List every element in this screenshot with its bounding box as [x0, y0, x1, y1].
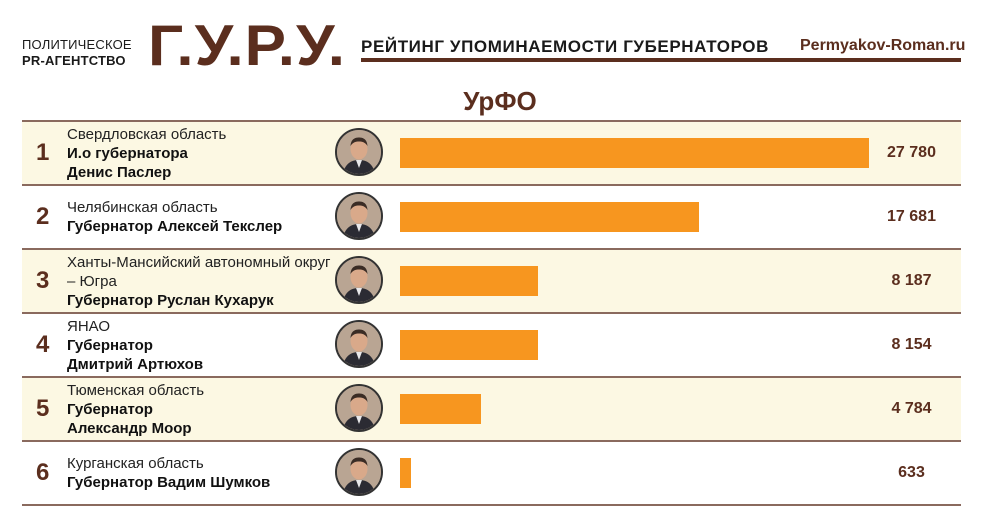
person-portrait-icon: [337, 258, 381, 302]
mention-bar: [400, 202, 699, 232]
avatar: [335, 384, 383, 432]
governor-label: Свердловская область И.о губернатора Денис…: [67, 122, 332, 184]
mention-count: 633: [898, 464, 925, 481]
agency-line-1: ПОЛИТИЧЕСКОЕ: [22, 37, 132, 52]
person-portrait-icon: [337, 130, 381, 174]
person-portrait-icon: [337, 322, 381, 366]
rank-number: 2: [36, 203, 50, 230]
avatar: [335, 256, 383, 304]
governor-title: Дмитрий Артюхов: [67, 355, 204, 373]
rank-number: 5: [36, 395, 50, 422]
mention-count: 27 780: [887, 144, 936, 161]
person-portrait-icon: [337, 386, 381, 430]
governor-title: Денис Паслер: [67, 163, 172, 181]
governor-title: Губернатор Руслан Кухарук: [67, 291, 274, 309]
avatar: [335, 128, 383, 176]
rank-number: 4: [36, 331, 50, 358]
avatar: [335, 192, 383, 240]
agency-label: ПОЛИТИЧЕСКОЕ PR-АГЕНТСТВО: [22, 37, 132, 69]
governor-title: Губернатор: [67, 400, 153, 418]
site-link[interactable]: Permyakov-Roman.ru: [800, 37, 966, 54]
logo: Г.У.Р.У.: [148, 14, 346, 78]
mention-count: 4 784: [891, 400, 932, 417]
mention-bar: [400, 138, 869, 168]
mention-count: 8 187: [891, 272, 932, 289]
table-row: 3 Ханты-Мансийский автономный округ – Югр…: [22, 250, 961, 314]
region-title: УрФО: [463, 86, 537, 116]
ranking-table: 1 Свердловская область И.о губернатора Дени…: [22, 120, 961, 506]
person-portrait-icon: [337, 194, 381, 238]
person-portrait-icon: [337, 450, 381, 494]
governor-title: Александр Моор: [67, 419, 192, 437]
rating-title: РЕЙТИНГ УПОМИНАЕМОСТИ ГУБЕРНАТОРОВ: [361, 37, 770, 56]
table-row: 4 ЯНАО Губернатор Дмитрий Артюхов 8 154: [22, 314, 961, 378]
governor-title: Губернатор Вадим Шумков: [67, 474, 271, 491]
rank-number: 3: [36, 267, 50, 294]
region-name: Ханты-Мансийский автономный округ – Югра: [67, 253, 331, 290]
governor-label: Курганская область Губернатор Вадим Шумко…: [67, 442, 332, 504]
header-divider: [361, 58, 961, 62]
governor-label: Челябинская область Губернатор Алексей Те…: [67, 186, 332, 248]
governor-label: Ханты-Мансийский автономный округ – Югра…: [67, 250, 332, 312]
region-name: Челябинская область: [67, 199, 218, 216]
region-name: Курганская область: [67, 455, 204, 472]
mention-bar: [400, 458, 411, 488]
mention-bar: [400, 330, 538, 360]
mention-count: 8 154: [891, 336, 932, 353]
avatar: [335, 320, 383, 368]
governor-title: Губернатор Алексей Текслер: [67, 218, 283, 235]
agency-line-2: PR-АГЕНТСТВО: [22, 53, 126, 68]
region-name: Тюменская область: [67, 381, 205, 399]
governor-label: ЯНАО Губернатор Дмитрий Артюхов: [67, 314, 332, 376]
table-row: 5 Тюменская область Губернатор Александр Мо…: [22, 378, 961, 442]
rank-number: 1: [36, 139, 50, 166]
governor-title: Губернатор: [67, 336, 153, 354]
avatar: [335, 448, 383, 496]
governor-label: Тюменская область Губернатор Александр Моо…: [67, 378, 332, 440]
mention-count: 17 681: [887, 208, 936, 225]
region-name: Свердловская область: [67, 125, 227, 143]
mention-bar: [400, 394, 481, 424]
table-row: 2 Челябинская область Губернатор Алексей Т…: [22, 186, 961, 250]
governor-title: И.о губернатора: [67, 144, 188, 162]
table-row: 1 Свердловская область И.о губернатора Дени…: [22, 120, 961, 186]
region-name: ЯНАО: [67, 317, 111, 335]
mention-bar: [400, 266, 538, 296]
table-row: 6 Курганская область Губернатор Вадим Шумк…: [22, 442, 961, 506]
rank-number: 6: [36, 459, 50, 486]
